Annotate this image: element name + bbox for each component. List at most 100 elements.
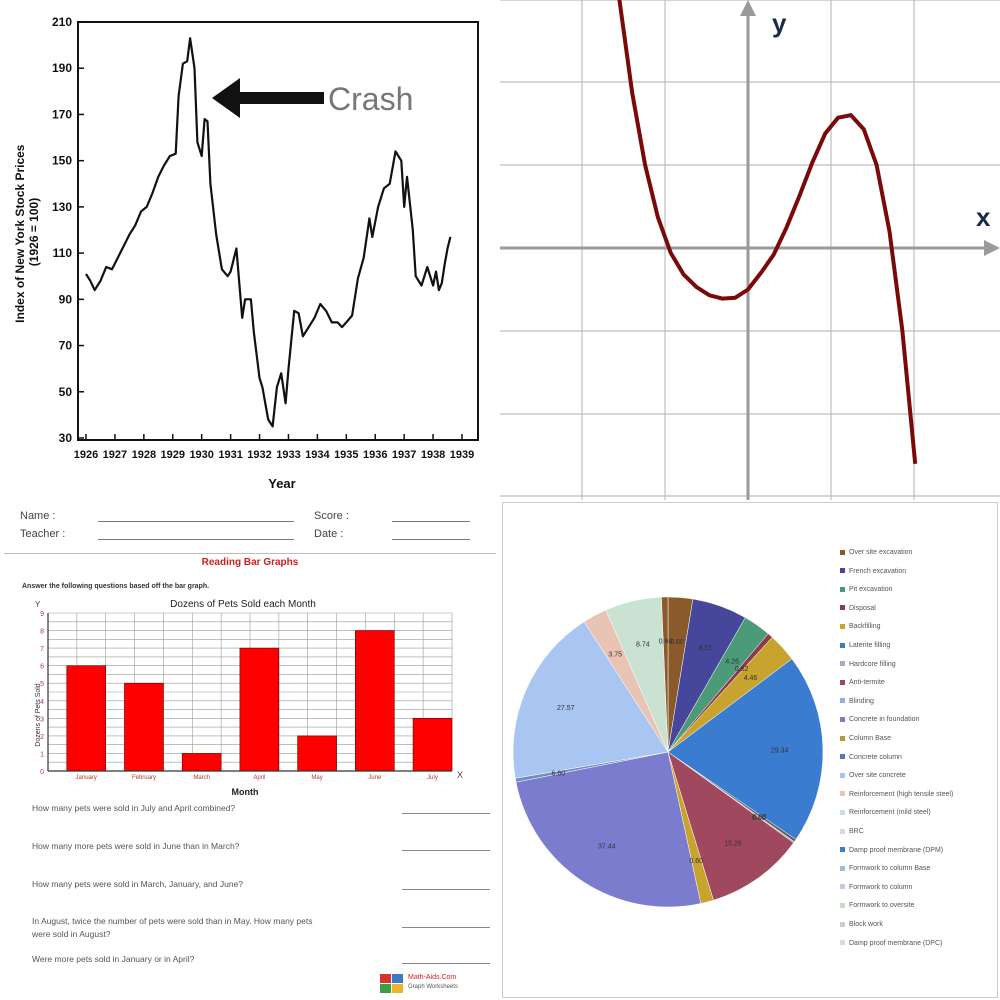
pie-legend-item: Reinforcement (mild steel) <box>840 809 931 816</box>
y-axis-arrow <box>740 0 756 16</box>
bar-y-tick-label: 2 <box>40 734 44 741</box>
pie-slice-label: 0.00 <box>752 815 766 822</box>
pie-legend-item: Pit excavation <box>840 586 893 593</box>
teacher-label: Teacher : <box>20 528 66 540</box>
legend-swatch <box>840 549 845 555</box>
stock-y-axis-label: Index of New York Stock Prices (1926 = 1… <box>13 141 41 323</box>
pie-legend-item: Anti-termite <box>840 679 885 686</box>
bar-y-tick-label: 1 <box>40 751 44 758</box>
stock-x-tick-label: 1926 <box>74 449 98 461</box>
legend-swatch <box>840 828 845 834</box>
pie-slice-label: 37.44 <box>598 843 616 850</box>
pie-slice-label: 6.60 <box>551 770 565 777</box>
name-label: Name : <box>20 510 56 522</box>
cubic-curve <box>617 0 918 464</box>
legend-label: Damp proof membrane (DPC) <box>849 939 943 947</box>
cost-breakdown-pie: 0.608.514.260.824.4629.340.000.0015.260.… <box>512 596 824 908</box>
pie-slice-label: 15.26 <box>724 841 742 848</box>
stock-x-tick-label: 1931 <box>218 449 242 461</box>
stock-x-tick-label: 1932 <box>247 449 271 461</box>
bar-y-tick-label: 3 <box>40 716 44 723</box>
stock-x-tick-label: 1934 <box>305 449 330 461</box>
legend-label: Over site excavation <box>849 549 913 556</box>
legend-label: Concrete in foundation <box>849 716 920 724</box>
cubic-graph-panel: y x <box>500 0 1000 500</box>
answer-line-4[interactable] <box>402 927 490 928</box>
legend-swatch <box>840 624 845 630</box>
legend-swatch <box>840 884 845 890</box>
pie-slice <box>667 658 824 840</box>
pie-slice <box>661 596 669 753</box>
legend-label: Disposal <box>849 604 876 612</box>
pie-slice-label: 0.60 <box>659 638 673 645</box>
stock-x-tick-label: 1939 <box>450 449 474 461</box>
stock-x-tick-label: 1937 <box>392 449 416 461</box>
legend-label: Formwork to column <box>849 883 913 891</box>
answer-line-2[interactable] <box>402 850 490 851</box>
bar-y-tick-label: 8 <box>40 629 44 636</box>
bar-y-tick-label: 7 <box>40 646 44 653</box>
stock-y-tick-label: 190 <box>52 61 72 75</box>
legend-swatch <box>840 735 845 741</box>
legend-label: Pit excavation <box>849 586 893 594</box>
legend-label: French excavation <box>849 567 907 575</box>
legend-label: Blinding <box>849 697 874 705</box>
legend-label: Formwork to column Base <box>849 865 931 873</box>
pie-legend-item: Disposal <box>840 605 876 612</box>
stock-y-tick-label: 30 <box>59 431 73 445</box>
pie-slice-label: 8.74 <box>636 641 650 648</box>
name-field-line[interactable] <box>98 521 294 522</box>
legend-swatch <box>840 903 845 909</box>
bar-y-tick-label: 0 <box>40 769 44 776</box>
pie-legend-item: Reinforcement (high tensile steel) <box>840 791 953 798</box>
pie-slice-label: 0.60 <box>689 858 703 865</box>
bar-x-ticks: January February March April May June July <box>76 775 438 781</box>
stock-y-tick-label: 170 <box>52 107 72 121</box>
pie-chart-panel: 0.60 8.51 4.26 0.82 4.46 29.34 0.00 0.00 15.26 0.… <box>500 500 1000 1000</box>
stock-y-tick-label: 90 <box>59 292 73 306</box>
pie-slice-label: 0.00 <box>753 814 767 821</box>
cubic-grid <box>500 0 1000 500</box>
stock-x-tick-label: 1933 <box>276 449 300 461</box>
crash-annotation: Crash <box>328 81 413 117</box>
bar <box>66 665 107 772</box>
legend-swatch <box>840 847 845 853</box>
pie-slice-label: 0.82 <box>735 666 749 673</box>
bar-y-tick-label: 9 <box>40 611 44 618</box>
bar-chart-title: Dozens of Pets Sold each Month <box>170 599 316 610</box>
score-field-line[interactable] <box>392 521 470 522</box>
pie-slice-label: 0.60 <box>670 639 684 646</box>
date-field-line[interactable] <box>392 539 470 540</box>
stock-x-ticks: 1926 1927 1928 1929 1930 1931 1932 1933 1934 1935… <box>74 434 474 461</box>
bar-x-tick-label: April <box>253 775 265 781</box>
pie-slice <box>512 621 669 779</box>
bar <box>181 753 222 772</box>
pie-slice-label: 29.34 <box>771 748 789 755</box>
worksheet-panel: Name : Score : Teacher : Date : Reading … <box>0 500 500 1000</box>
legend-swatch <box>840 865 845 871</box>
teacher-field-line[interactable] <box>98 539 294 540</box>
answer-line-5[interactable] <box>402 963 490 964</box>
pie-legend-item: BRC <box>840 828 864 835</box>
question-5: Were more pets sold in January or in Apr… <box>32 954 195 964</box>
pie-legend-item: Formwork to column Base <box>840 865 930 872</box>
pie-legend-item: Formwork to oversite <box>840 902 914 909</box>
bar-y-tick-label: 5 <box>40 681 44 688</box>
question-3: How many pets were sold in March, Januar… <box>32 879 244 889</box>
y-axis-letter: y <box>772 8 787 38</box>
legend-swatch <box>840 791 845 797</box>
pie-slice-label: 8.51 <box>699 645 713 652</box>
answer-line-3[interactable] <box>402 889 490 890</box>
pie-legend-item: Over site excavation <box>840 549 912 556</box>
crash-arrow-head <box>212 78 240 118</box>
worksheet-title: Reading Bar Graphs <box>201 557 299 568</box>
bar <box>355 630 395 772</box>
header-divider <box>4 553 496 554</box>
x-axis-letter: x <box>976 202 991 232</box>
footer-brand: Math-Aids.Com <box>408 974 457 981</box>
bar-x-tick-label: May <box>311 775 322 781</box>
bar-x-tick-label: January <box>76 775 97 781</box>
bar-x-tick-label: March <box>193 775 210 781</box>
answer-line-1[interactable] <box>402 813 490 814</box>
bar-y-tick-label: 6 <box>40 664 44 671</box>
